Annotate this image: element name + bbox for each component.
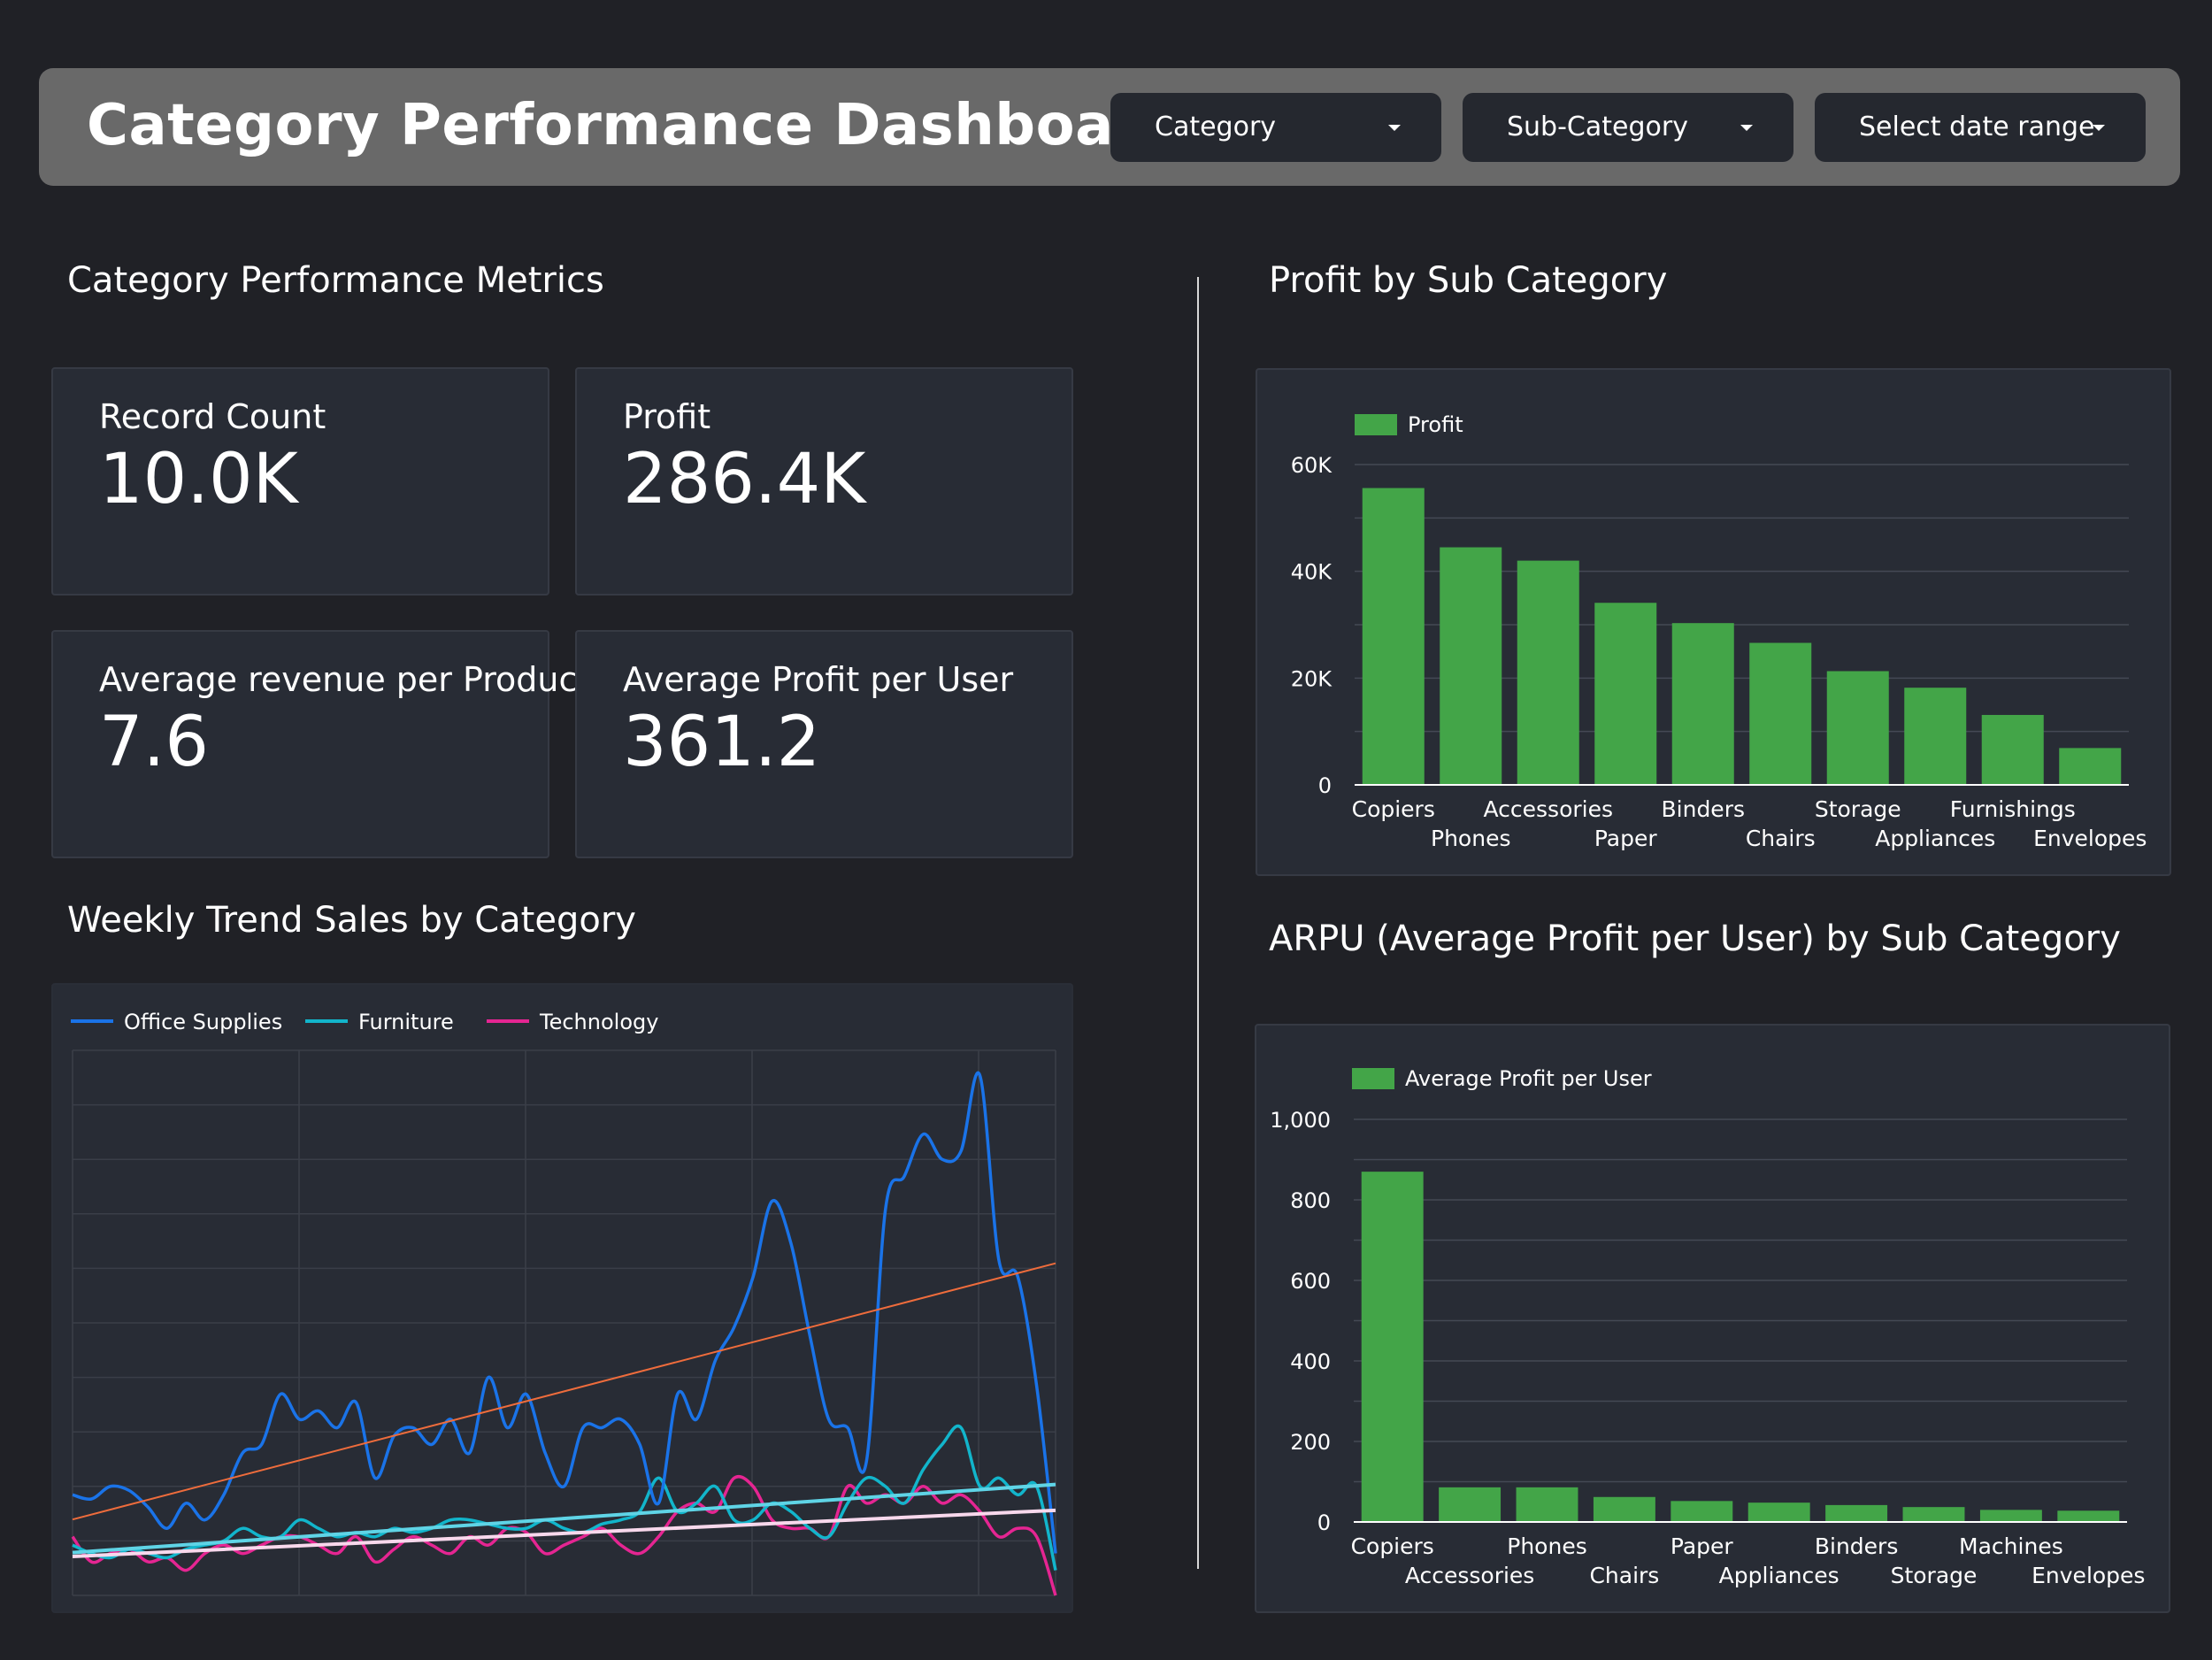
bar	[1981, 714, 2044, 785]
y-tick-label: 20K	[1291, 666, 1333, 691]
profit-section-title: Profit by Sub Category	[1269, 260, 1668, 301]
legend-label: Profit	[1408, 412, 1463, 437]
legend-label: Technology	[539, 1010, 658, 1034]
arpu-by-subcategory-chart: Average Profit per User 0 200 400 600 800 1,00…	[1255, 1024, 2170, 1613]
bar	[1826, 671, 1889, 785]
chevron-down-icon	[1388, 125, 1401, 131]
sub-category-filter-label: Sub-Category	[1507, 111, 1688, 142]
kpi-card-profit: Profit 286.4K	[575, 367, 1073, 596]
y-tick-label: 40K	[1291, 560, 1333, 585]
bar	[1747, 1502, 1810, 1522]
x-tick-label: Copiers	[1351, 1533, 1434, 1559]
kpi-value: 10.0K	[99, 440, 298, 519]
x-tick-label: Paper	[1671, 1533, 1734, 1559]
bar	[1440, 547, 1502, 785]
x-tick-label: Phones	[1431, 826, 1510, 851]
category-filter-label: Category	[1155, 111, 1277, 142]
y-tick-label: 0	[1318, 773, 1332, 798]
x-tick-label: Envelopes	[2032, 1563, 2145, 1588]
kpi-card-record-count: Record Count 10.0K	[51, 367, 549, 596]
kpi-label: Profit	[623, 397, 711, 436]
bar	[1516, 1487, 1578, 1522]
kpi-value: 286.4K	[623, 440, 866, 519]
bar	[1979, 1510, 2042, 1522]
weekly-trend-chart: Office Supplies Furniture Technology	[51, 983, 1073, 1613]
bar	[1439, 1487, 1502, 1522]
x-tick-label: Binders	[1815, 1533, 1899, 1559]
x-tick-label: Accessories	[1483, 796, 1613, 822]
x-tick-label: Copiers	[1352, 796, 1435, 822]
x-tick-label: Phones	[1507, 1533, 1586, 1559]
legend-label: Furniture	[358, 1010, 454, 1034]
x-tick-label: Envelopes	[2033, 826, 2147, 851]
trend-line	[72, 1482, 1056, 1555]
x-tick-label: Storage	[1815, 796, 1901, 822]
y-tick-label: 60K	[1291, 453, 1333, 478]
kpi-label: Average Profit per User	[623, 660, 1014, 699]
chevron-down-icon	[1740, 125, 1753, 131]
arpu-bar-chart-svg: Average Profit per User 0 200 400 600 800 1,00…	[1270, 1066, 2145, 1588]
x-tick-label: Accessories	[1405, 1563, 1535, 1588]
kpi-card-avg-profit-per-user: Average Profit per User 361.2	[575, 630, 1073, 858]
x-tick-label: Chairs	[1589, 1563, 1659, 1588]
bar	[1594, 603, 1657, 785]
y-tick-label: 800	[1290, 1188, 1331, 1213]
kpi-label: Average revenue per Product	[99, 660, 591, 699]
series-line	[72, 1424, 1057, 1571]
x-tick-label: Machines	[1959, 1533, 2063, 1559]
kpi-card-avg-revenue-per-product: Average revenue per Product 7.6	[51, 630, 590, 858]
date-range-filter-dropdown[interactable]: Select date range	[1815, 93, 2146, 162]
bar	[1671, 1501, 1733, 1522]
legend-label: Average Profit per User	[1405, 1066, 1652, 1091]
y-tick-label: 600	[1290, 1269, 1331, 1294]
profit-bar-chart-svg: Profit 0 20K 40K 60K Copiers Phones Accessories…	[1291, 412, 2147, 851]
kpi-label: Record Count	[99, 397, 326, 436]
legend-swatch	[1352, 1068, 1394, 1089]
bar	[1904, 688, 1967, 785]
arpu-section-title: ARPU (Average Profit per User) by Sub Ca…	[1269, 918, 2121, 959]
category-filter-dropdown[interactable]: Category	[1110, 93, 1441, 162]
legend-label: Office Supplies	[124, 1010, 282, 1034]
bar	[1517, 560, 1579, 785]
y-tick-label: 0	[1317, 1510, 1331, 1535]
bar	[2057, 1510, 2120, 1522]
dashboard-title: Category Performance Dashboard	[87, 93, 1184, 158]
trend-line	[72, 1262, 1056, 1521]
legend-swatch	[1355, 414, 1397, 435]
trend-line	[72, 1508, 1056, 1558]
weekly-trend-line-chart-svg: Office Supplies Furniture Technology	[71, 1010, 1057, 1596]
x-tick-label: Chairs	[1746, 826, 1816, 851]
bar	[1671, 623, 1734, 785]
kpi-value: 361.2	[623, 703, 821, 782]
x-tick-label: Furnishings	[1950, 796, 2076, 822]
y-tick-label: 1,000	[1270, 1108, 1331, 1133]
series-line	[72, 1071, 1057, 1554]
dashboard-header: Category Performance Dashboard Category …	[39, 68, 2180, 186]
bar	[1902, 1507, 1965, 1522]
x-tick-label: Appliances	[1875, 826, 1995, 851]
bar	[1825, 1504, 1888, 1522]
bar	[1593, 1496, 1655, 1522]
series-line	[71, 1474, 1057, 1596]
trend-section-title: Weekly Trend Sales by Category	[67, 900, 636, 941]
date-range-filter-label: Select date range	[1859, 111, 2095, 142]
x-tick-label: Paper	[1594, 826, 1658, 851]
chevron-down-icon	[2093, 125, 2105, 131]
sub-category-filter-dropdown[interactable]: Sub-Category	[1463, 93, 1793, 162]
x-tick-label: Storage	[1891, 1563, 1978, 1588]
bar	[2059, 748, 2122, 785]
x-tick-label: Binders	[1662, 796, 1746, 822]
bar	[1362, 488, 1425, 785]
bar	[1749, 642, 1812, 785]
vertical-divider	[1197, 277, 1199, 1569]
metrics-section-title: Category Performance Metrics	[67, 260, 604, 301]
x-tick-label: Appliances	[1719, 1563, 1839, 1588]
bar	[1361, 1172, 1424, 1522]
kpi-value: 7.6	[99, 703, 210, 782]
y-tick-label: 200	[1290, 1430, 1331, 1455]
profit-by-subcategory-chart: Profit 0 20K 40K 60K Copiers Phones Accessories…	[1256, 368, 2171, 876]
y-tick-label: 400	[1290, 1349, 1331, 1374]
